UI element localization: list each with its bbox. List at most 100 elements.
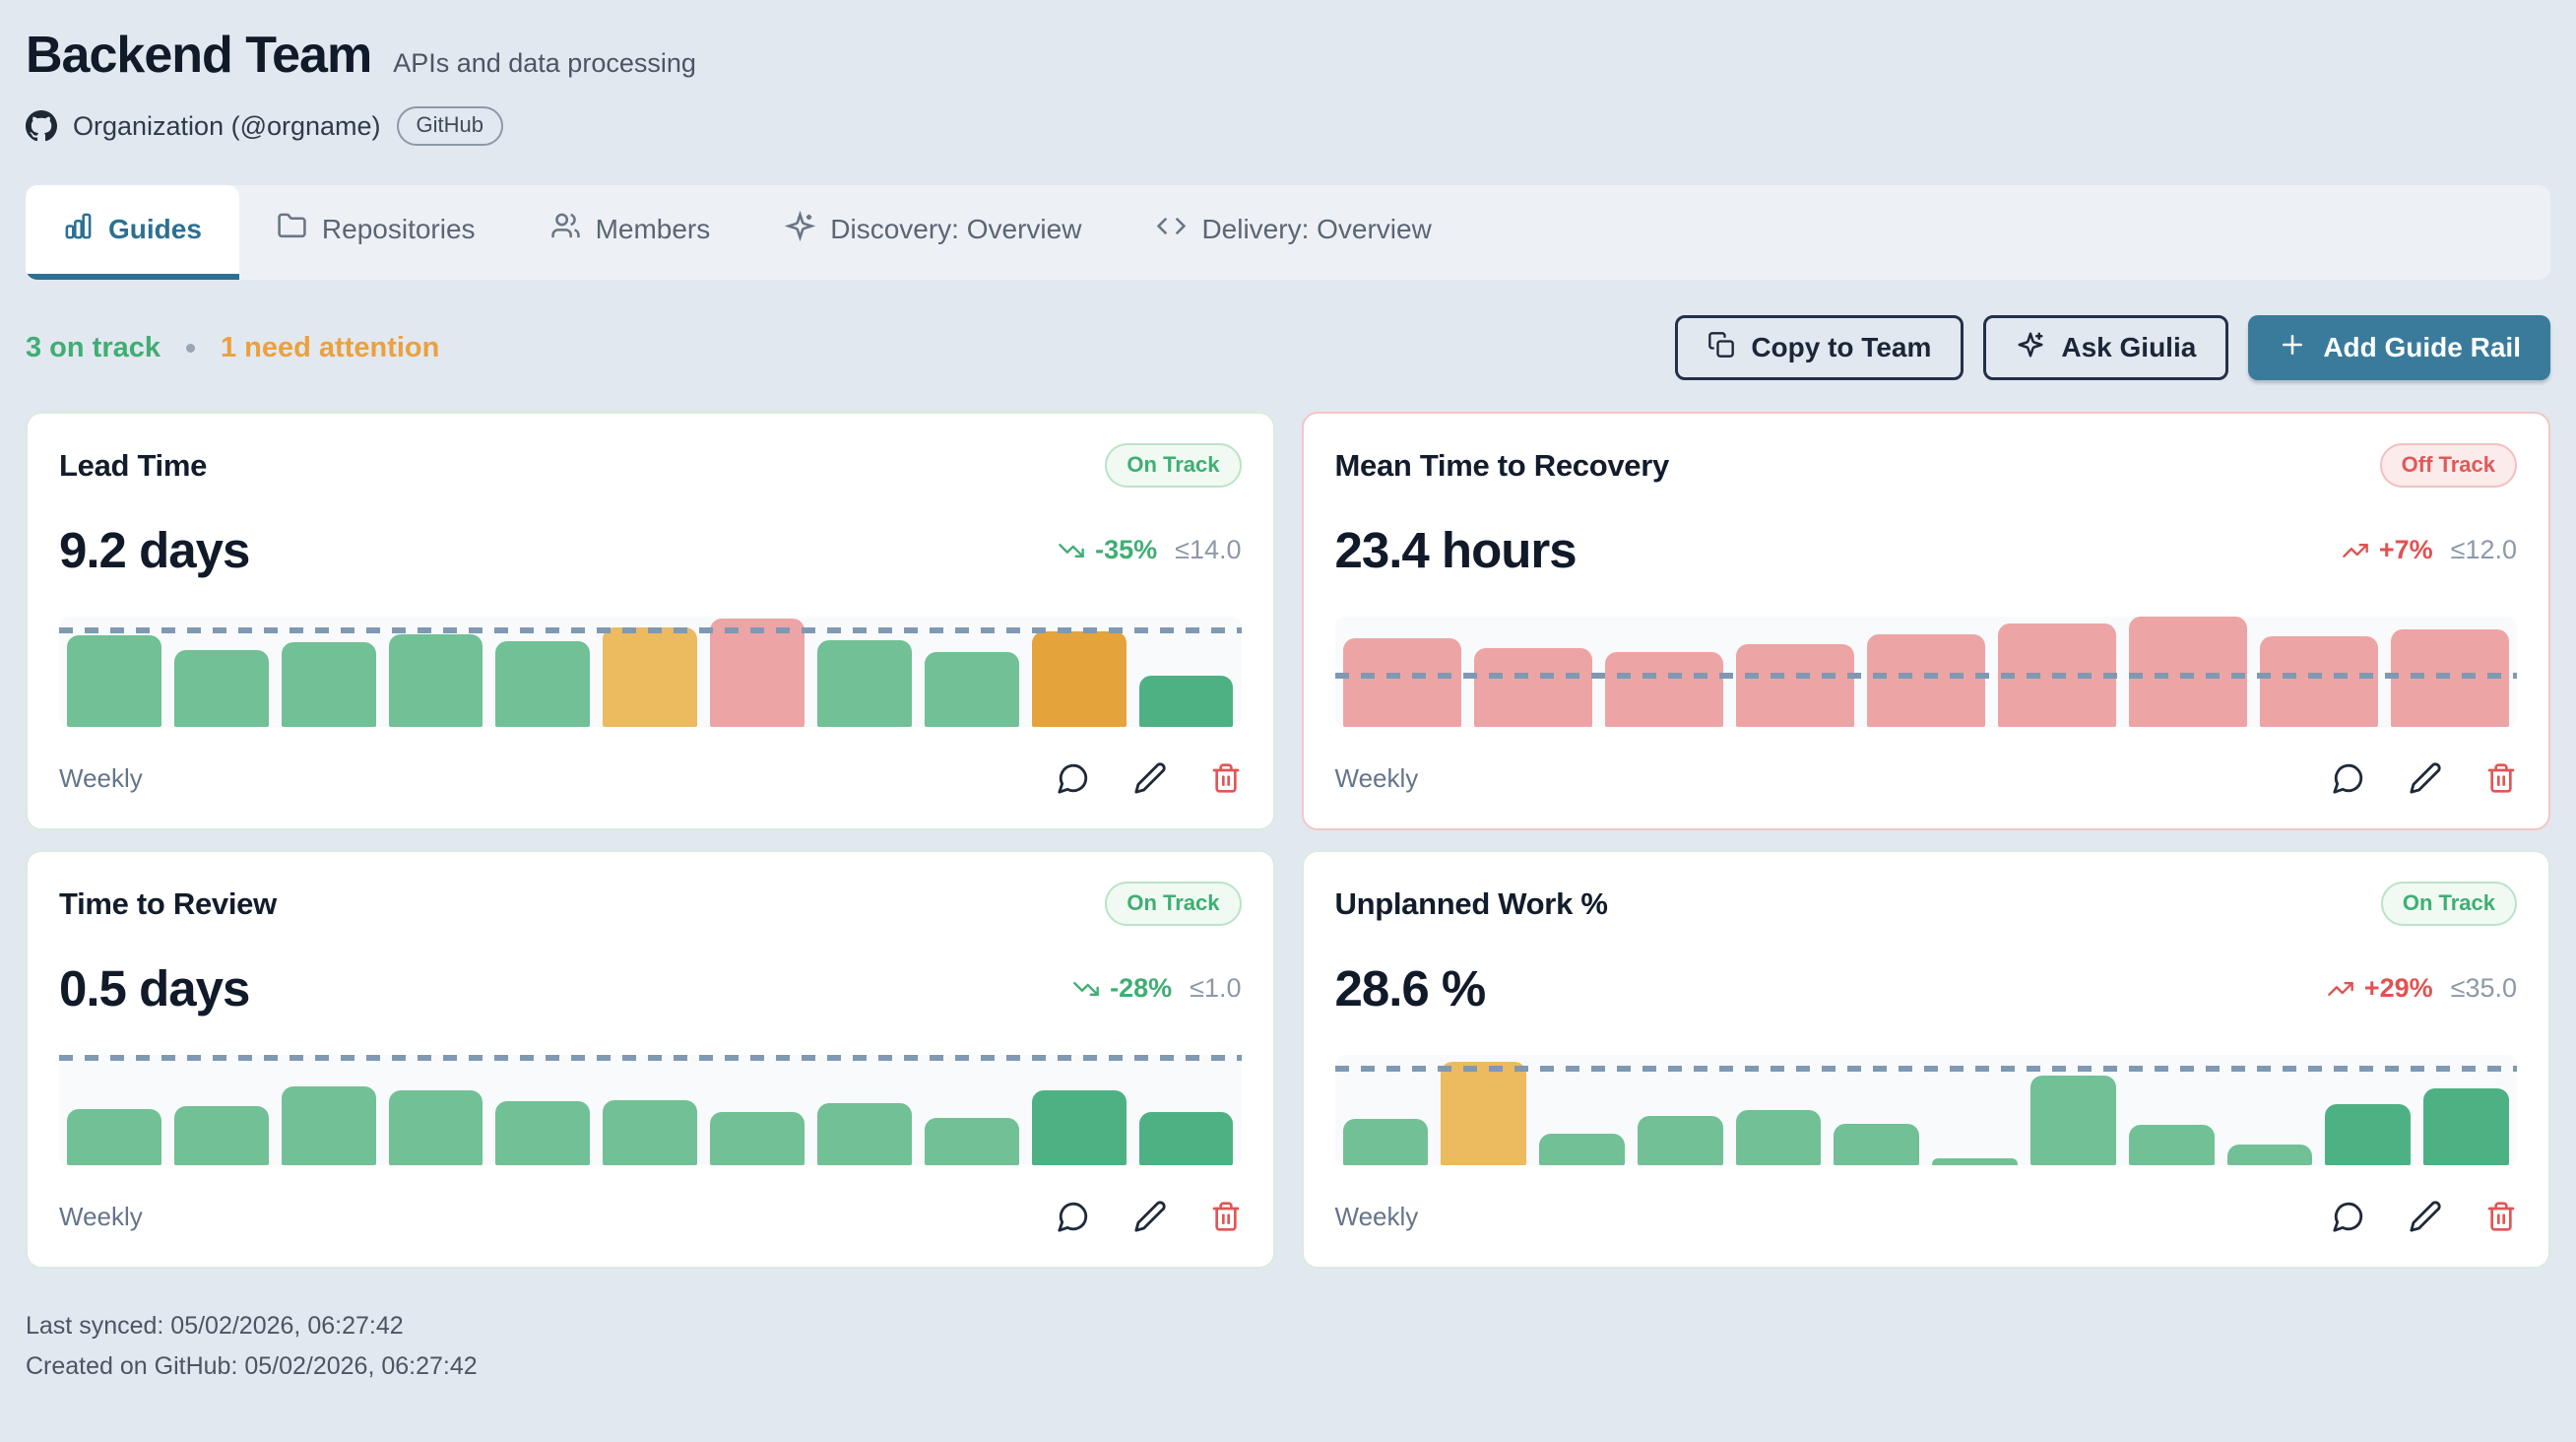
copy-to-team-button[interactable]: Copy to Team — [1675, 315, 1964, 380]
trend-percent: -35% — [1095, 535, 1158, 564]
chart-bar — [1441, 1062, 1527, 1165]
trend-percent: +29% — [2363, 973, 2433, 1003]
chart-bar — [1342, 1118, 1429, 1165]
folder-icon — [277, 211, 307, 248]
delete-button[interactable] — [1210, 1201, 1242, 1232]
chart-bar — [1342, 638, 1461, 727]
edit-button[interactable] — [2409, 761, 2442, 795]
status-badge: On Track — [2380, 882, 2517, 926]
tab-repositories[interactable]: Repositories — [239, 185, 513, 280]
chart-bar — [603, 1099, 698, 1165]
chart-bar — [710, 1111, 805, 1165]
users-icon — [550, 211, 581, 248]
page-footer: Last synced: 05/02/2026, 06:27:42 Create… — [26, 1306, 2550, 1388]
comment-icon — [2333, 763, 2363, 794]
comment-button[interactable] — [1057, 761, 1090, 795]
trend-down-icon — [1059, 543, 1084, 557]
trend-percent: +7% — [2378, 535, 2433, 564]
copy-icon — [1707, 331, 1735, 365]
chart-bar — [281, 641, 376, 727]
tab-guides[interactable]: Guides — [26, 185, 239, 280]
chart-bar — [924, 651, 1019, 727]
tab-label: Repositories — [321, 214, 476, 244]
status-actions-row: 3 on track 1 need attention Copy to Team… — [26, 315, 2550, 380]
delete-button[interactable] — [1210, 762, 1242, 794]
button-label: Copy to Team — [1751, 332, 1932, 362]
chart-bar — [2030, 1076, 2116, 1165]
button-label: Ask Giulia — [2061, 332, 2197, 362]
comment-button[interactable] — [1057, 1200, 1090, 1233]
chart-bar — [1932, 1158, 2019, 1165]
sparkles-icon — [2016, 330, 2045, 366]
tab-discovery-overview[interactable]: Discovery: Overview — [747, 185, 1119, 280]
plus-icon — [2278, 330, 2307, 366]
comment-button[interactable] — [2332, 761, 2365, 795]
tab-label: Discovery: Overview — [830, 214, 1082, 244]
bar-chart-icon — [63, 211, 94, 248]
threshold-line — [59, 627, 1242, 633]
metric-value: 9.2 days — [59, 522, 250, 578]
chart-bar — [1604, 651, 1723, 727]
metric-limit: ≤1.0 — [1190, 973, 1242, 1003]
metric-value: 23.4 hours — [1334, 522, 1578, 578]
comment-icon — [2333, 1202, 2363, 1232]
add-guide-rail-button[interactable]: Add Guide Rail — [2248, 315, 2550, 380]
comment-button[interactable] — [2332, 1200, 2365, 1233]
delete-button[interactable] — [2485, 762, 2517, 794]
comment-icon — [1057, 763, 1087, 794]
trash-icon — [1212, 1202, 1239, 1231]
chart-bar — [388, 634, 483, 727]
metric-card-mttr: Mean Time to Recovery Off Track 23.4 hou… — [1301, 412, 2550, 830]
comment-icon — [1057, 1202, 1087, 1232]
metric-limit: ≤12.0 — [2450, 535, 2517, 564]
chart-bar — [2226, 1145, 2313, 1165]
metric-bar-chart — [1334, 1055, 2517, 1165]
chart-bar — [495, 640, 591, 727]
chart-bar — [1834, 1124, 1920, 1165]
sparkles-icon — [784, 210, 816, 248]
chart-bar — [1735, 1110, 1822, 1165]
metric-card-unplanned-work: Unplanned Work % On Track 28.6 % +29% ≤3… — [1301, 850, 2550, 1269]
threshold-line — [59, 1055, 1242, 1062]
metric-value: 28.6 % — [1334, 960, 1487, 1016]
chart-bar — [710, 619, 805, 727]
metric-card-lead-time: Lead Time On Track 9.2 days -35% ≤14.0 W… — [26, 412, 1275, 830]
chart-bar — [1473, 648, 1592, 727]
on-track-count: 3 on track — [26, 331, 161, 363]
ask-giulia-button[interactable]: Ask Giulia — [1983, 315, 2229, 380]
chart-bar — [388, 1089, 483, 1165]
chart-bar — [817, 639, 912, 727]
metric-bar-chart — [59, 617, 1242, 727]
page-subtitle: APIs and data processing — [393, 48, 696, 78]
chart-bar — [2128, 1125, 2215, 1165]
last-synced-text: Last synced: 05/02/2026, 06:27:42 — [26, 1312, 404, 1340]
trash-icon — [2487, 1202, 2515, 1231]
metric-title: Time to Review — [59, 885, 277, 921]
metric-title: Mean Time to Recovery — [1334, 447, 1670, 483]
tab-label: Members — [595, 214, 711, 244]
edit-button[interactable] — [1133, 1200, 1167, 1233]
threshold-line — [1334, 673, 2517, 680]
chart-bar — [2325, 1104, 2412, 1165]
chart-bar — [1539, 1133, 1625, 1165]
trash-icon — [2487, 763, 2515, 793]
edit-icon — [2410, 762, 2441, 794]
trend-up-icon — [2327, 981, 2353, 996]
tab-members[interactable]: Members — [513, 185, 748, 280]
chart-bar — [603, 627, 698, 727]
edit-icon — [1133, 762, 1166, 794]
metric-card-time-to-review: Time to Review On Track 0.5 days -28% ≤1… — [26, 850, 1275, 1269]
delete-button[interactable] — [2485, 1201, 2517, 1232]
edit-icon — [2410, 1201, 2441, 1232]
chart-bar — [817, 1102, 912, 1165]
tab-delivery-overview[interactable]: Delivery: Overview — [1119, 185, 1468, 280]
chart-bar — [1138, 1111, 1234, 1165]
edit-button[interactable] — [1133, 761, 1167, 795]
chart-bar — [67, 634, 161, 727]
page-title: Backend Team — [26, 27, 372, 84]
edit-button[interactable] — [2409, 1200, 2442, 1233]
button-label: Add Guide Rail — [2323, 332, 2521, 362]
chart-bar — [1031, 1089, 1127, 1165]
metric-value: 0.5 days — [59, 960, 250, 1016]
chart-bar — [1735, 644, 1854, 727]
